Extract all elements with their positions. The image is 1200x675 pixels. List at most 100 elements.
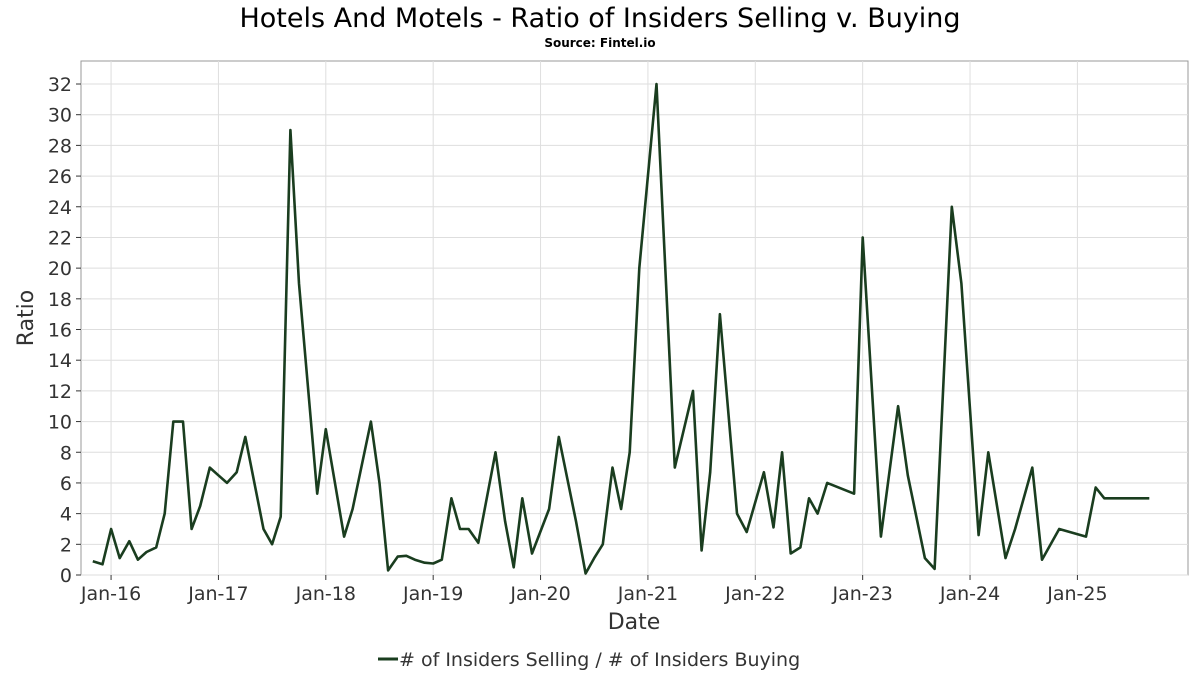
data-point — [574, 519, 578, 523]
data-point — [825, 481, 829, 485]
data-point — [396, 555, 400, 559]
data-point — [798, 545, 802, 549]
data-point — [315, 492, 319, 496]
data-point — [789, 552, 793, 556]
data-point — [145, 550, 149, 554]
y-tick-label: 6 — [60, 473, 72, 495]
data-point — [386, 568, 390, 572]
data-point — [557, 435, 561, 439]
y-tick-label: 24 — [48, 197, 72, 219]
data-point — [190, 527, 194, 531]
data-point — [118, 556, 122, 560]
data-point — [413, 558, 417, 562]
grid — [81, 61, 1188, 576]
data-point — [181, 420, 185, 424]
data-point — [351, 507, 355, 511]
data-point — [109, 527, 113, 531]
data-point — [655, 82, 659, 86]
y-tick-label: 30 — [48, 105, 72, 127]
data-point — [584, 572, 588, 576]
x-tick-label: Jan-20 — [509, 583, 570, 605]
data-point — [1004, 556, 1008, 560]
data-point — [449, 496, 453, 500]
data-point — [476, 541, 480, 545]
y-tick-label: 32 — [48, 74, 72, 96]
data-point — [1094, 486, 1098, 490]
data-point — [1111, 496, 1115, 500]
y-tick-label: 22 — [48, 227, 72, 249]
data-point — [923, 556, 927, 560]
data-point — [780, 450, 784, 454]
data-point — [198, 504, 202, 508]
y-tick-label: 18 — [48, 289, 72, 311]
y-tick-label: 28 — [48, 135, 72, 157]
data-point — [700, 549, 704, 553]
x-tick-label: Jan-25 — [1046, 583, 1107, 605]
data-point — [807, 496, 811, 500]
x-tick-label: Jan-24 — [939, 583, 1000, 605]
data-point — [342, 535, 346, 539]
data-point — [208, 466, 212, 470]
data-point — [592, 556, 596, 560]
y-tick-label: 0 — [60, 565, 72, 587]
x-axis-label: Date — [608, 610, 661, 635]
data-point — [225, 481, 229, 485]
data-point — [520, 496, 524, 500]
data-point — [933, 567, 937, 571]
y-tick-label: 20 — [48, 258, 72, 280]
data-point — [959, 282, 963, 286]
data-point — [772, 525, 776, 529]
y-tick-label: 4 — [60, 504, 72, 526]
x-tick-label: Jan-23 — [832, 583, 893, 605]
data-point — [279, 515, 283, 519]
data-point — [1057, 527, 1061, 531]
data-point — [718, 312, 722, 316]
data-point — [1129, 496, 1133, 500]
chart-title: Hotels And Motels - Ratio of Insiders Se… — [239, 3, 960, 34]
data-point — [879, 535, 883, 539]
data-point — [547, 507, 551, 511]
series-line — [92, 82, 1150, 575]
y-tick-label: 12 — [48, 381, 72, 403]
data-point — [297, 282, 301, 286]
data-point — [423, 561, 427, 565]
data-point — [101, 562, 105, 566]
data-point — [171, 420, 175, 424]
data-point — [458, 527, 462, 531]
y-tick-label: 2 — [60, 534, 72, 556]
data-point — [861, 235, 865, 239]
y-tick-label: 14 — [48, 350, 72, 372]
data-point — [431, 562, 435, 566]
data-point — [1102, 496, 1106, 500]
data-point — [324, 427, 328, 431]
plot-area — [80, 60, 1189, 576]
data-point — [735, 512, 739, 516]
x-tick-label: Jan-18 — [295, 583, 356, 605]
data-point — [611, 466, 615, 470]
data-point — [216, 473, 220, 477]
data-point — [503, 519, 507, 523]
data-point — [1040, 558, 1044, 562]
data-point — [637, 266, 641, 270]
data-point — [530, 552, 534, 556]
data-point — [494, 450, 498, 454]
chart-subtitle: Source: Fintel.io — [544, 36, 655, 50]
data-point — [467, 527, 471, 531]
data-point — [977, 533, 981, 537]
series-group — [92, 82, 1150, 576]
data-point — [235, 470, 239, 474]
data-point — [906, 473, 910, 477]
data-point — [852, 492, 856, 496]
data-point — [601, 542, 605, 546]
data-point — [136, 558, 140, 562]
data-point — [816, 512, 820, 516]
data-point — [270, 542, 274, 546]
y-tick-label: 26 — [48, 166, 72, 188]
data-point — [154, 545, 158, 549]
y-tick-label: 8 — [60, 442, 72, 464]
y-tick-label: 10 — [48, 412, 72, 434]
data-point — [243, 435, 247, 439]
x-tick-label: Jan-22 — [724, 583, 785, 605]
